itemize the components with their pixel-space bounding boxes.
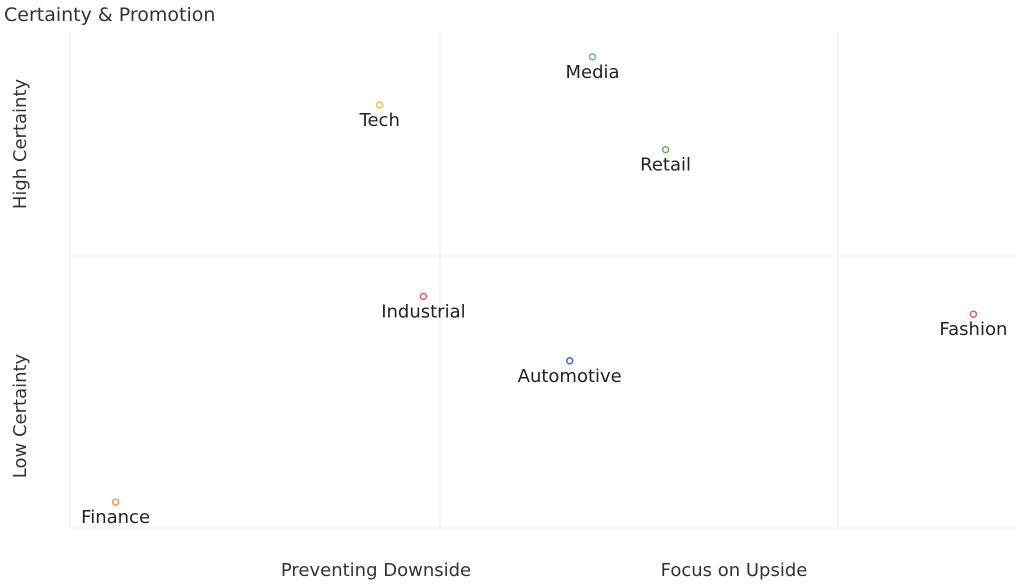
point-media — [588, 53, 597, 61]
x-axis-label-focus-on-upside: Focus on Upside — [661, 560, 808, 581]
grid — [69, 32, 1020, 529]
point-label-tech: Tech — [359, 110, 400, 131]
point-finance — [111, 498, 120, 506]
point-label-fashion: Fashion — [939, 319, 1007, 340]
point-label-media: Media — [565, 62, 619, 83]
point-label-automotive: Automotive — [518, 366, 622, 387]
chart-title: Certainty & Promotion — [4, 4, 215, 26]
point-label-retail: Retail — [640, 155, 691, 176]
point-fashion — [969, 310, 978, 318]
y-axis-label-low-certainty: Low Certainty — [10, 353, 31, 478]
point-industrial — [419, 292, 428, 301]
x-axis-label-preventing-downside: Preventing Downside — [281, 560, 471, 581]
point-label-industrial: Industrial — [381, 301, 465, 322]
point-tech — [375, 101, 384, 109]
data-points: Media Tech Retail Industrial Fashion Automoti… — [81, 53, 1007, 528]
point-automotive — [565, 357, 574, 365]
y-axis-label-high-certainty: High Certainty — [10, 78, 31, 209]
point-label-finance: Finance — [81, 507, 150, 528]
point-retail — [661, 145, 670, 154]
